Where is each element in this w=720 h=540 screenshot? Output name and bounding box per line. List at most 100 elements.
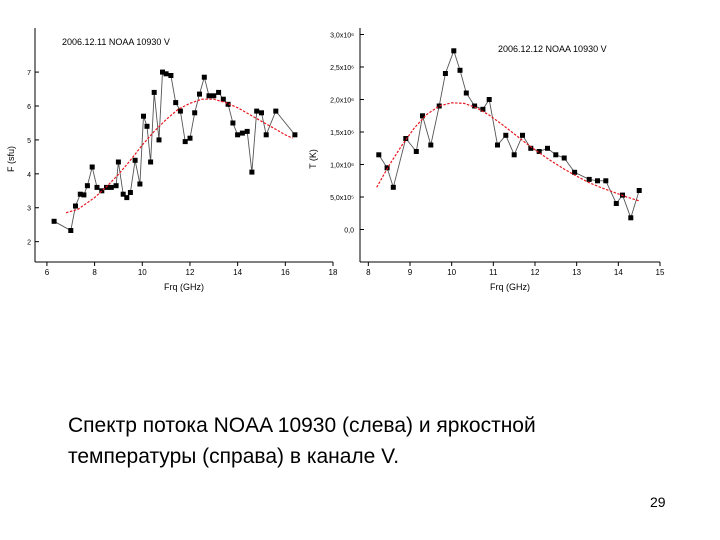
data-point [168, 73, 174, 78]
data-point [99, 188, 105, 194]
data-point [603, 178, 609, 184]
data-point [84, 183, 90, 189]
data-line [378, 49, 640, 220]
data-point [127, 190, 133, 195]
data-point [94, 184, 100, 190]
y-tick-label: 3 [27, 206, 31, 213]
caption-line-2: температуры (справа) в канале V. [68, 445, 400, 468]
charts-area: 2 3 4 5 6 7 6 8 10 12 14 16 18 2006.12.11 NOAA 10930 … [6, 28, 665, 292]
fit-curve [376, 102, 640, 202]
data-point [216, 89, 222, 95]
data-point [225, 101, 231, 107]
page-number: 29 [650, 494, 666, 510]
data-point [273, 108, 279, 114]
data-point [376, 152, 382, 158]
data-point [244, 128, 250, 134]
data-point [511, 152, 517, 158]
data-point [428, 142, 434, 148]
data-point [230, 120, 236, 126]
data-point [124, 195, 130, 201]
caption-line-1: Спектр потока NOAA 10930 (слева) и яркос… [68, 414, 536, 437]
x-tick-label: 18 [329, 268, 338, 277]
data-point [151, 89, 157, 95]
data-point [132, 157, 138, 163]
data-point [553, 152, 559, 158]
data-point [613, 201, 619, 206]
y-tick-label: 7 [27, 70, 31, 77]
data-point [120, 191, 126, 197]
data-point [595, 178, 600, 184]
x-tick-label: 8 [366, 268, 371, 277]
x-tick-label: 13 [572, 268, 581, 277]
data-point [173, 100, 179, 106]
y-tick-label: 3,0x10⁶ [330, 33, 354, 40]
data-point [520, 132, 525, 138]
data-point [115, 159, 121, 165]
data-point [628, 215, 634, 221]
data-point [457, 67, 463, 73]
data-point [192, 110, 198, 116]
data-point [81, 192, 87, 198]
data-point [436, 103, 442, 109]
data-point [249, 169, 255, 175]
data-point [187, 135, 193, 141]
data-point [206, 93, 212, 99]
data-point [163, 71, 169, 77]
x-tick-label: 11 [489, 268, 498, 277]
y-tick-label: 1,0x10⁶ [330, 163, 354, 170]
data-point [451, 48, 457, 54]
x-tick-label: 10 [138, 268, 147, 277]
data-point [108, 184, 114, 190]
x-tick-label: 6 [45, 268, 50, 277]
y-tick-label: 0,0 [344, 228, 354, 235]
data-point [292, 132, 298, 138]
data-line [53, 71, 296, 232]
y-tick-label: 4 [27, 172, 31, 179]
data-point [463, 90, 469, 96]
data-point [413, 149, 419, 154]
data-point [480, 106, 486, 112]
data-point [486, 97, 492, 102]
data-point [442, 71, 448, 76]
x-tick-label: 10 [447, 268, 456, 277]
data-point [586, 176, 592, 182]
data-point [254, 108, 260, 114]
data-point [160, 69, 165, 75]
x-axis-label: Frq (GHz) [164, 282, 204, 292]
data-point [572, 169, 578, 175]
data-point [239, 130, 245, 136]
data-point [636, 188, 642, 193]
data-point [263, 132, 269, 138]
data-point [220, 96, 226, 102]
data-point [68, 228, 74, 233]
data-point [390, 184, 396, 190]
chart-2: 0,0 5,0x10⁵ 1,0x10⁶ 1,5x10⁶ 2,0x10⁶ 2,5x10⁶ 3,… [308, 28, 665, 292]
data-point [201, 74, 207, 80]
data-point [141, 113, 146, 119]
y-axis-label: T (K) [308, 149, 318, 169]
chart-title: 2006.12.12 NOAA 10930 V [498, 44, 607, 54]
data-point [472, 103, 478, 109]
data-point [144, 123, 150, 129]
data-point [495, 142, 500, 148]
data-point [77, 191, 83, 197]
y-tick-label: 2,0x10⁶ [330, 98, 354, 105]
data-point [113, 183, 119, 189]
data-point [51, 218, 57, 224]
x-tick-label: 12 [186, 268, 195, 277]
y-axis-label: F (sfu) [6, 146, 16, 172]
data-point [89, 164, 95, 170]
y-tick-label: 5 [27, 138, 31, 145]
data-point [420, 113, 425, 119]
chart-1: 2 3 4 5 6 7 6 8 10 12 14 16 18 2006.12.11 NOAA 10930 … [6, 28, 338, 292]
x-tick-label: 8 [92, 268, 97, 277]
x-tick-label: 15 [656, 268, 665, 277]
x-tick-label: 14 [614, 268, 623, 277]
data-point [403, 136, 409, 141]
data-point [503, 132, 509, 138]
y-tick-label: 5,0x10⁵ [330, 195, 354, 202]
x-tick-label: 14 [233, 268, 242, 277]
data-point [528, 145, 534, 151]
data-point [235, 132, 241, 138]
y-tick-label: 1,5x10⁶ [330, 130, 354, 137]
